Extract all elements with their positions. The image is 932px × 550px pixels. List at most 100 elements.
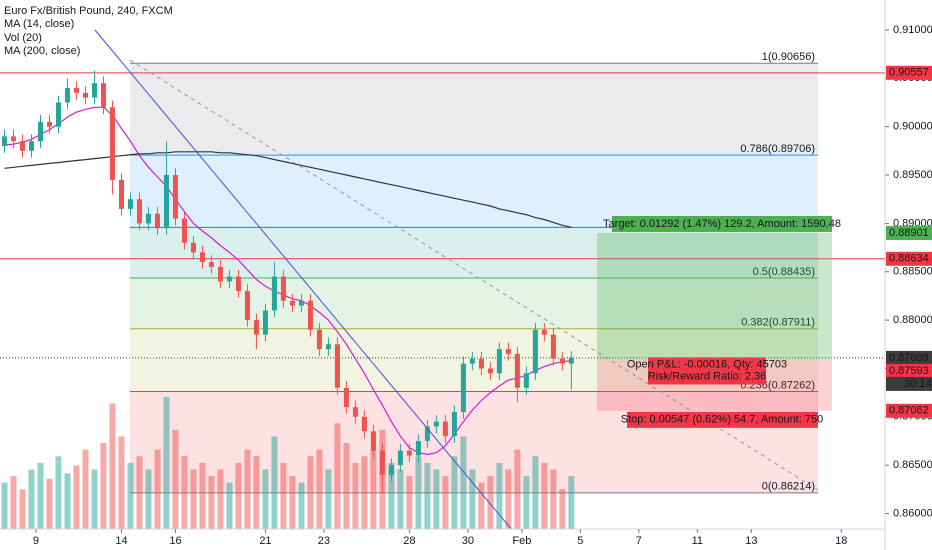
volume-bar — [154, 449, 161, 529]
candle-body — [334, 344, 340, 388]
x-tick-label: 14 — [115, 535, 127, 547]
candle-body — [433, 421, 439, 427]
volume-bar — [451, 456, 458, 529]
volume-bar — [73, 465, 80, 529]
price-label: 0.87593 — [889, 365, 929, 377]
indicator-label: MA (14, close) — [4, 18, 74, 30]
candle-body — [100, 83, 106, 108]
candle-body — [460, 363, 466, 412]
candle-body — [352, 407, 358, 417]
candle-body — [64, 88, 70, 103]
candle-body — [505, 349, 511, 354]
candle-body — [415, 440, 421, 456]
volume-bar — [370, 449, 377, 529]
price-label-box — [886, 350, 932, 365]
volume-bar — [496, 462, 503, 529]
candle-body — [244, 291, 250, 321]
pnl-label-box — [648, 357, 766, 385]
volume-bar — [352, 462, 359, 529]
x-tick-label: 7 — [636, 535, 642, 547]
volume-bar — [46, 478, 53, 529]
candle-body — [253, 320, 259, 335]
candle-body — [325, 344, 331, 350]
candle-body — [226, 276, 232, 282]
candle-body — [541, 329, 547, 335]
volume-bar — [406, 476, 413, 529]
candle-body — [118, 179, 124, 209]
candle-body — [208, 262, 214, 267]
x-tick-label: 11 — [692, 535, 703, 547]
candle-body — [487, 368, 493, 374]
x-tick-label: 30 — [462, 535, 474, 547]
candle-body — [280, 276, 286, 301]
volume-bar — [559, 489, 566, 529]
volume-bar — [28, 469, 35, 529]
volume-bar — [262, 469, 269, 529]
volume-bar — [280, 462, 287, 529]
volume-bar — [307, 456, 314, 529]
x-tick-label: Feb — [512, 535, 531, 547]
x-tick-label: 5 — [577, 535, 583, 547]
volume-bar — [55, 456, 62, 529]
x-tick-label: 23 — [318, 535, 330, 547]
candle-body — [127, 199, 133, 209]
volume-bar — [82, 449, 89, 529]
countdown: 30:14 — [904, 378, 932, 390]
candle-body — [514, 353, 520, 388]
volume-bar — [163, 396, 170, 529]
volume-bar — [271, 436, 278, 529]
volume-bar — [334, 423, 341, 529]
trend-line — [94, 29, 513, 531]
moving-average-line — [4, 106, 572, 456]
volume-bar — [37, 462, 44, 529]
volume-bar — [388, 462, 395, 529]
candle-body — [559, 358, 565, 364]
volume-bar — [316, 449, 323, 529]
volume-bar — [235, 462, 242, 529]
volume-bar — [568, 476, 575, 529]
candle-body — [109, 107, 115, 180]
candle-body — [163, 175, 169, 229]
volume-bar — [181, 456, 188, 529]
volume-bar — [100, 443, 107, 529]
candle-body — [82, 92, 88, 98]
moving-average-line — [4, 151, 572, 228]
fib-label: 0.786(0.89706) — [740, 143, 815, 155]
candle-body — [46, 121, 52, 127]
volume-bar — [1, 482, 8, 529]
volume-bar — [397, 469, 404, 529]
fib-band — [130, 227, 818, 279]
volume-bar — [487, 476, 494, 529]
x-tick-label: 18 — [835, 535, 847, 547]
volume-bar — [118, 436, 125, 529]
price-axis-background — [885, 0, 932, 550]
volume-bar — [514, 449, 521, 529]
time-axis-background — [0, 529, 885, 550]
volume-bar — [460, 436, 467, 529]
volume-bar — [244, 449, 251, 529]
candle-body — [73, 88, 79, 93]
candle-body — [298, 300, 304, 306]
risk-reward-label: Risk/Reward Ratio: 2.36 — [648, 370, 767, 382]
volume-bar — [253, 456, 260, 529]
y-tick-label: 0.90000 — [893, 121, 932, 133]
price-label-box — [886, 65, 932, 80]
candle-body — [532, 329, 538, 374]
volume-bar — [226, 482, 233, 529]
candle-body — [568, 357, 574, 364]
candle-body — [1, 136, 7, 147]
fib-band — [130, 63, 818, 156]
candle-body — [217, 266, 223, 282]
candle-body — [199, 252, 205, 263]
x-tick-label: 21 — [259, 535, 271, 547]
axes: 0.860000.865000.870000.875000.880000.885… — [33, 24, 932, 547]
price-label-box — [886, 225, 932, 240]
volume-bar — [505, 469, 512, 529]
candle-body — [235, 276, 241, 292]
volume-bar — [10, 476, 17, 529]
candle-body — [136, 199, 142, 224]
volume-bar — [208, 476, 215, 529]
chart-title: Euro Fx/British Pound, 240, FXCM — [4, 5, 173, 17]
